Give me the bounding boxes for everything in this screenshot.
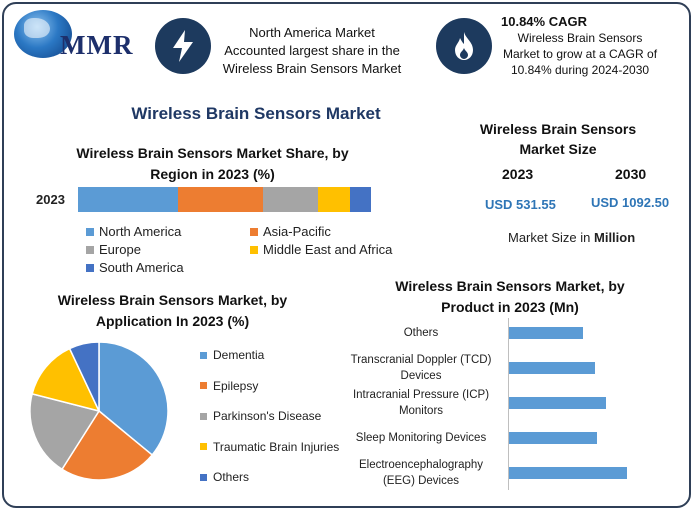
legend-label: Others [213,470,250,484]
product-bar [509,327,583,339]
region-legend-item: Asia-Pacific [250,224,331,239]
product-bar [509,467,627,479]
product-category-label-line: Electroencephalography [358,459,484,471]
main-title: Wireless Brain Sensors Market [131,104,381,123]
flame-icon [436,18,492,74]
legend-swatch [200,351,207,359]
application-legend-item: Others [200,470,249,484]
application-legend-item: Parkinson's Disease [200,409,321,423]
product-category-label-line: Others [403,327,439,339]
application-chart-title-line1: Wireless Brain Sensors Market, by [57,292,288,308]
market-size-unit-prefix: Market Size in [508,230,591,245]
application-legend-item: Dementia [200,348,264,362]
region-bar-segment-asia-pacific [177,187,263,212]
logo-text: MMR [60,30,134,60]
product-bar [509,432,597,444]
header-cagr-line1: Wireless Brain Sensors [517,31,643,45]
legend-swatch [200,473,207,481]
market-size-value-2023: USD 531.55 [485,197,556,212]
legend-swatch [86,245,94,254]
header-region-line2: Accounted largest share in the [224,43,400,58]
region-chart-title-line1: Wireless Brain Sensors Market Share, by [76,145,349,161]
product-chart-title-line1: Wireless Brain Sensors Market, by [395,278,625,294]
region-bar-segment-south-america [350,187,371,212]
region-bar-segment-north-america [78,187,178,212]
region-bar-segment-europe [262,187,319,212]
legend-label: Middle East and Africa [263,242,393,257]
header-cagr-text: 10.84% CAGR Wireless Brain Sensors Marke… [489,14,671,78]
product-chart-title-line2: Product in 2023 (Mn) [441,299,579,315]
market-size-year-2023: 2023 [502,166,534,182]
pie-slice-traumatic-brain-injuries [31,347,101,413]
product-chart-axis [508,318,509,490]
pie-slice-epilepsy [60,409,154,481]
header-region-line3: Wireless Brain Sensors Market [222,61,402,76]
legend-label: North America [99,224,182,239]
legend-label: Europe [99,242,141,257]
application-legend-item: Traumatic Brain Injuries [200,440,339,454]
market-size-unit-bold: Million [594,230,636,245]
header-cagr-title: 10.84% CAGR [501,14,587,29]
product-category-label: Sleep Monitoring Devices [340,430,502,446]
product-chart-title: Wireless Brain Sensors Market, by Produc… [385,276,635,318]
legend-swatch [250,245,258,254]
product-category-label-line: Transcranial Doppler (TCD) [350,354,492,366]
legend-label: Dementia [213,348,265,362]
region-stacked-bar [78,187,371,212]
market-size-value-2030: USD 1092.50 [591,195,670,210]
market-size-title-line2: Market Size [519,141,597,157]
market-size-title-line1: Wireless Brain Sensors [479,121,637,137]
lightning-icon [155,18,211,74]
product-bar [509,397,606,409]
header-region-text: North America Market Accounted largest s… [212,24,412,78]
pie-slice-parkinson-s-disease [29,392,101,471]
region-legend-item: North America [86,224,181,239]
pie-slice-others [68,341,100,412]
application-pie-chart [29,341,169,481]
legend-swatch [200,382,207,389]
legend-label: Traumatic Brain Injuries [213,439,340,454]
header-cagr-line2: Market to grow at a CAGR of [502,47,658,61]
product-category-label: Others [340,325,502,341]
legend-swatch [86,227,94,236]
product-category-label-line: Intracranial Pressure (ICP) [352,389,490,401]
application-chart-title: Wireless Brain Sensors Market, by Applic… [40,290,305,332]
legend-label: Parkinson's Disease [213,409,322,423]
legend-swatch [250,227,258,236]
region-legend-item: Middle East and Africa [250,242,392,257]
market-size-title: Wireless Brain Sensors Market Size [478,119,638,159]
product-bar [509,362,595,374]
legend-label: Asia-Pacific [263,224,331,239]
region-chart-title: Wireless Brain Sensors Market Share, by … [40,143,385,185]
market-size-unit: Market Size in Million [508,230,635,245]
region-category-label: 2023 [36,192,65,207]
product-category-label: Electroencephalography (EEG) Devices [340,457,502,489]
product-category-label-line: Monitors [398,405,444,417]
product-category-label-line: Sleep Monitoring Devices [355,432,487,444]
product-category-label-line: (EEG) Devices [382,475,460,487]
legend-swatch [200,412,207,420]
application-legend-item: Epilepsy [200,379,258,393]
header-cagr-line3: 10.84% during 2024-2030 [510,63,650,77]
application-chart-title-line2: Application In 2023 (%) [95,313,250,329]
product-category-label: Transcranial Doppler (TCD) Devices [340,352,502,384]
region-chart-title-line2: Region in 2023 (%) [150,166,275,182]
market-size-year-2030: 2030 [615,166,647,182]
product-category-label-line: Devices [400,370,442,382]
globe-land-shape [24,18,50,38]
legend-label: Epilepsy [213,378,259,393]
legend-swatch [86,263,94,272]
product-category-label: Intracranial Pressure (ICP) Monitors [340,387,502,419]
region-bar-segment-middle-east-and-africa [318,187,351,212]
pie-slice-dementia [98,341,169,457]
legend-label: South America [99,260,184,275]
region-legend-item: Europe [86,242,141,257]
region-legend-item: South America [86,260,184,275]
legend-swatch [200,443,207,450]
header-region-line1: North America Market [249,25,375,40]
